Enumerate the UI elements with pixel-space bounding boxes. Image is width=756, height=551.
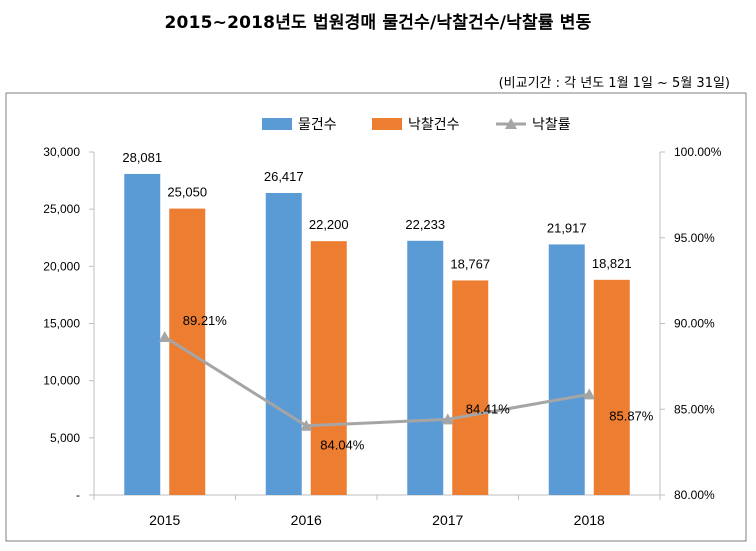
rate-data-label: 85.87%: [609, 408, 654, 423]
bar-sold-2016: [310, 241, 347, 495]
rate-marker-2016: [300, 419, 313, 431]
left-tick-label: 30,000: [43, 145, 80, 159]
bar-items-2016: [265, 192, 302, 495]
left-tick-label: -: [76, 488, 80, 502]
rate-marker-2018: [583, 388, 596, 400]
bar-sold-2017: [452, 280, 489, 495]
chart-border: [5, 92, 747, 542]
left-tick-label: 5,000: [50, 431, 80, 445]
right-tick-label: 95.00%: [674, 231, 715, 245]
bar-data-label: 18,821: [592, 256, 632, 271]
legend-marker: [505, 118, 517, 129]
bar-data-label: 21,917: [547, 220, 587, 235]
right-tick-label: 100.00%: [674, 145, 722, 159]
category-label: 2018: [574, 512, 605, 528]
bar-items-2015: [124, 173, 161, 496]
rate-data-label: 89.21%: [183, 313, 228, 328]
bar-items-2017: [407, 240, 444, 495]
rate-data-label: 84.04%: [320, 438, 365, 453]
rate-marker-2015: [158, 331, 171, 343]
bar-sold-2018: [593, 279, 630, 495]
category-label: 2016: [291, 512, 322, 528]
legend-label: 낙찰건수: [408, 117, 460, 133]
left-tick-label: 15,000: [43, 317, 80, 331]
chart-title: 2015~2018년도 법원경매 물건수/낙찰건수/낙찰률 변동: [164, 13, 592, 33]
comparison-period-note: (비교기간 : 각 년도 1월 1일 ~ 5월 31일): [498, 76, 730, 91]
bar-items-2018: [548, 244, 585, 495]
legend-swatch: [372, 118, 402, 130]
category-label: 2015: [149, 512, 180, 528]
right-tick-label: 85.00%: [674, 402, 715, 416]
bar-data-label: 18,767: [450, 256, 490, 271]
left-tick-label: 25,000: [43, 202, 80, 216]
left-tick-label: 10,000: [43, 374, 80, 388]
left-tick-label: 20,000: [43, 259, 80, 273]
category-label: 2017: [432, 512, 463, 528]
legend-swatch: [262, 118, 292, 130]
legend-label: 물건수: [298, 117, 337, 133]
right-tick-label: 80.00%: [674, 488, 715, 502]
bar-data-label: 26,417: [264, 169, 304, 184]
rate-marker-2017: [441, 413, 454, 425]
rate-data-label: 84.41%: [466, 401, 511, 416]
rate-line: [163, 335, 590, 428]
legend-label: 낙찰률: [532, 117, 571, 133]
bar-data-label: 22,233: [405, 217, 445, 232]
right-tick-label: 90.00%: [674, 317, 715, 331]
bar-data-label: 28,081: [122, 150, 162, 165]
bar-data-label: 22,200: [309, 217, 349, 232]
bar-data-label: 25,050: [167, 185, 207, 200]
